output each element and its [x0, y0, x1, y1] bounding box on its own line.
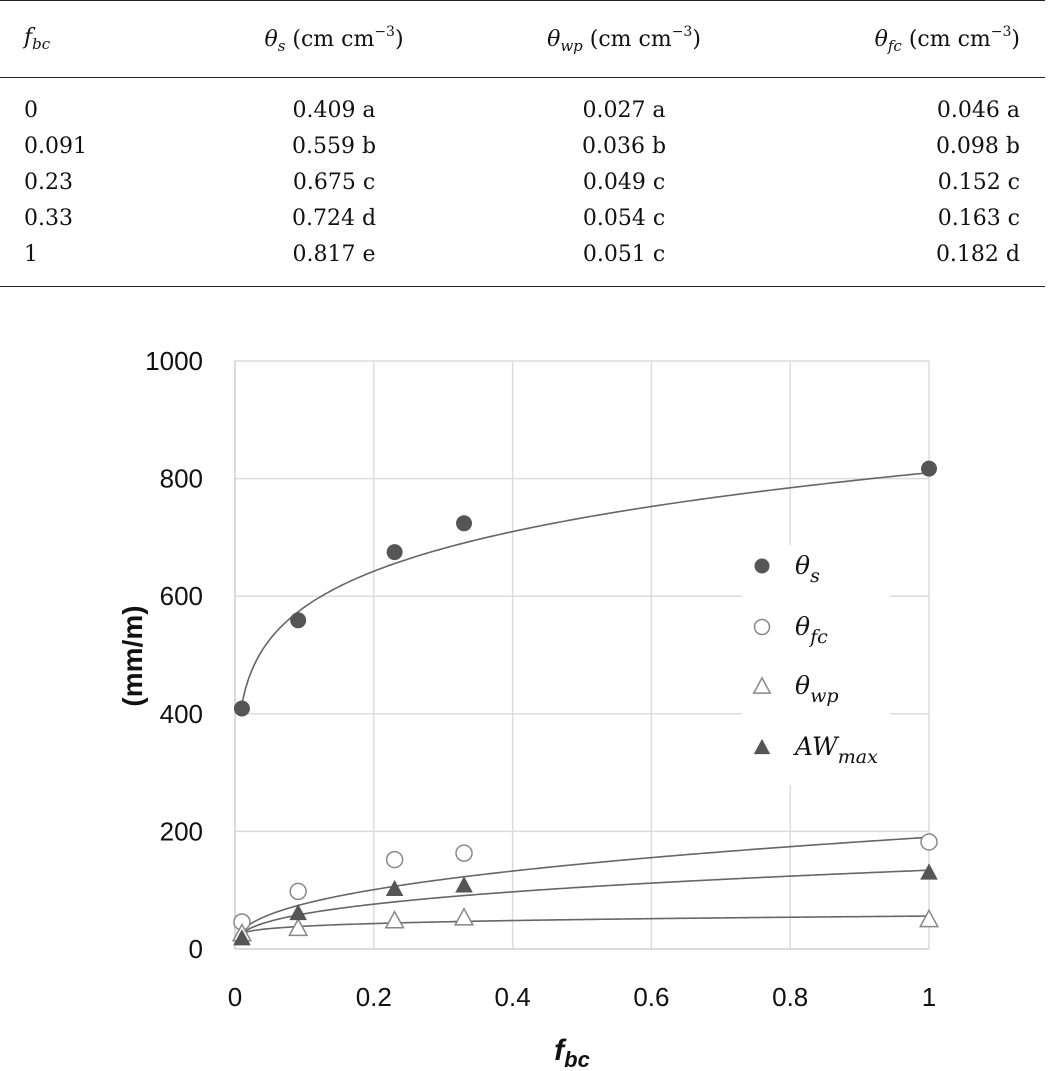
trend-line — [241, 915, 930, 935]
legend-marker — [754, 558, 770, 574]
table-cell: 0.152 c — [937, 169, 1020, 195]
y-tick-label: 400 — [160, 699, 203, 729]
y-axis-label: (mm/m) — [117, 605, 148, 706]
table-header-row: fbc θs (cm cm−3) θwp (cm cm−3) θfc (cm c… — [0, 0, 1045, 78]
legend-label-sub: fc — [808, 626, 828, 648]
x-tick-label: 1 — [922, 982, 936, 1012]
scatter-chart: 0 200 400 600 800 1000 0 0.2 0.4 0.6 0.8 1 (mm/m) f… — [117, 346, 940, 1071]
trend-line — [241, 471, 930, 704]
table-cell: 0.098 b — [935, 133, 1020, 159]
table-cell: 0.049 c — [582, 169, 666, 195]
trend-lines — [241, 471, 930, 935]
data-point — [288, 917, 309, 937]
data-point — [233, 700, 250, 717]
table-row: 1 0.817 e 0.051 c 0.182 d — [0, 236, 1045, 287]
table-row: 0 0.409 a 0.027 a 0.046 a — [0, 78, 1045, 129]
legend-background — [742, 545, 890, 785]
data-point — [233, 929, 251, 946]
data-point — [453, 907, 475, 926]
col-header-theta-wp: θwp (cm cm−3) — [547, 23, 701, 55]
table-cell: 0.182 d — [935, 241, 1020, 267]
table-cell: 0.23 — [24, 169, 73, 195]
table-cell: 0.046 a — [936, 97, 1020, 123]
legend-label-sub: wp — [810, 685, 838, 707]
col-header-fbc: fbc — [24, 25, 51, 53]
table-cell: 0.33 — [24, 205, 73, 231]
trend-line — [241, 869, 930, 934]
table-row: 0.33 0.724 d 0.054 c 0.163 c — [0, 200, 1045, 236]
legend-label: θfc — [795, 612, 828, 648]
data-point — [289, 903, 307, 921]
table-cell: 0.724 d — [291, 205, 377, 231]
data-point — [921, 460, 937, 477]
data-point — [386, 544, 403, 561]
data-table-container: fbc θs (cm cm−3) θwp (cm cm−3) θfc (cm c… — [0, 0, 1045, 287]
data-point — [456, 515, 473, 532]
table-cell: 0.559 b — [291, 133, 377, 159]
data-point — [289, 882, 307, 901]
legend-marker — [753, 618, 771, 636]
data-point — [920, 863, 938, 880]
data-point — [455, 844, 473, 862]
table-cell: 0.163 c — [937, 205, 1020, 231]
y-tick-label: 1000 — [145, 346, 203, 376]
y-tick-label: 800 — [160, 464, 203, 494]
data-points — [231, 460, 940, 946]
legend-label-main: θ — [795, 612, 810, 641]
legend-label: θs — [795, 551, 820, 587]
table-cell: 0.091 — [24, 133, 87, 159]
table-cell: 0.051 c — [582, 241, 666, 267]
table-cell: 0.054 c — [582, 205, 666, 231]
table-cell: 0.409 a — [292, 97, 376, 123]
legend-label-main: AW — [793, 732, 840, 761]
x-tick-label: 0.2 — [356, 982, 392, 1012]
tick-labels: 0 200 400 600 800 1000 0 0.2 0.4 0.6 0.8 1 — [145, 346, 936, 1012]
legend-marker — [753, 738, 771, 755]
legend-label-sub: max — [838, 746, 878, 768]
x-axis-label-sub: bc — [564, 1047, 590, 1071]
table-cell: 0.036 b — [581, 133, 667, 159]
data-point — [384, 910, 405, 929]
data-table: fbc θs (cm cm−3) θwp (cm cm−3) θfc (cm c… — [0, 0, 1045, 287]
x-tick-label: 0.6 — [633, 982, 669, 1012]
table-row: 0.091 0.559 b 0.036 b 0.098 b — [0, 128, 1045, 164]
data-point — [385, 879, 404, 897]
x-axis-label: fbc — [554, 1034, 590, 1071]
y-tick-label: 200 — [160, 816, 203, 846]
legend-label-sub: s — [810, 565, 820, 587]
table-cell: 1 — [24, 241, 38, 267]
legend-label-main: θ — [795, 551, 810, 580]
x-tick-label: 0.8 — [772, 982, 808, 1012]
table-cell: 0.817 e — [292, 241, 376, 267]
table-cell: 0.675 c — [292, 169, 376, 195]
y-tick-label: 0 — [189, 934, 203, 964]
data-point — [385, 850, 404, 869]
col-header-theta-s: θs (cm cm−3) — [264, 23, 404, 55]
legend-label: θwp — [795, 671, 839, 707]
col-header-theta-fc: θfc (cm cm−3) — [874, 23, 1020, 55]
x-tick-label: 0 — [228, 982, 242, 1012]
legend-label: AWmax — [793, 732, 878, 768]
data-point — [455, 876, 473, 893]
data-point — [918, 908, 940, 928]
x-axis-label-main: f — [554, 1034, 567, 1067]
trend-line — [241, 836, 930, 932]
legend-marker — [752, 676, 772, 694]
data-point — [290, 612, 307, 629]
table-row: 0.23 0.675 c 0.049 c 0.152 c — [0, 164, 1045, 200]
table-cell: 0.027 a — [582, 97, 666, 123]
data-point — [920, 833, 938, 851]
y-tick-label: 600 — [160, 581, 203, 611]
table-cell: 0 — [24, 97, 38, 123]
legend-label-main: θ — [795, 671, 810, 700]
x-tick-label: 0.4 — [495, 982, 531, 1012]
